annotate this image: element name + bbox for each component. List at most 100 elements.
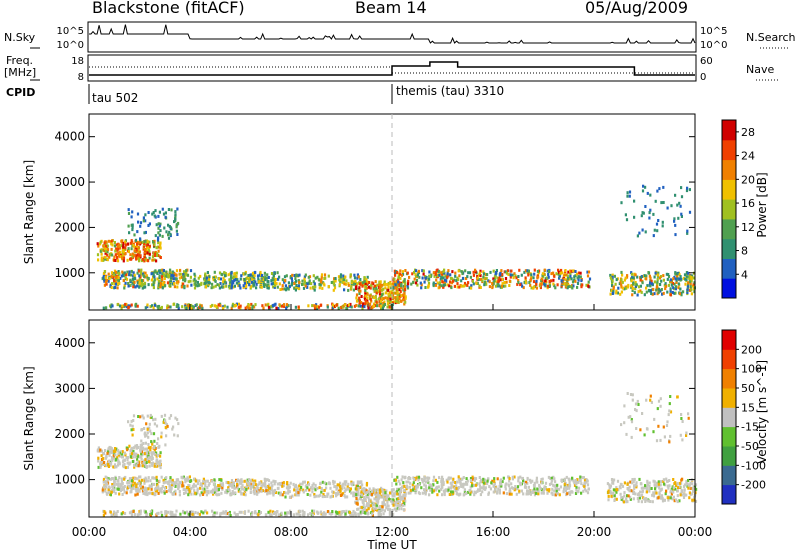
echo-cell (136, 492, 139, 496)
echo-cell (587, 487, 590, 491)
echo-cell (250, 302, 253, 306)
echo-cell (193, 272, 196, 276)
echo-cell (281, 287, 284, 291)
echo-cell (225, 284, 228, 288)
echo-cell (417, 475, 420, 479)
echo-cell (148, 460, 151, 464)
echo-cell (474, 270, 477, 274)
echo-cell (567, 491, 570, 495)
echo-cell (162, 490, 165, 493)
echo-cell (133, 280, 136, 284)
echo-cell (127, 208, 130, 212)
echo-cell (130, 215, 133, 219)
echo-cell (104, 257, 107, 261)
echo-cell (477, 488, 480, 492)
echo-cell (480, 486, 483, 490)
echo-cell (517, 275, 520, 278)
echo-cell (319, 482, 322, 486)
echo-cell (389, 299, 392, 303)
echo-cell (424, 286, 427, 289)
echo-cell (168, 484, 171, 488)
echo-cell (110, 305, 113, 309)
echo-cell (158, 224, 161, 228)
echo-cell (466, 482, 469, 486)
echo-cell (162, 271, 165, 275)
echo-cell (479, 269, 482, 273)
echo-cell (228, 510, 231, 514)
echo-cell (218, 484, 221, 488)
echo-cell (248, 304, 251, 308)
echo-cell (145, 447, 149, 451)
echo-cell (129, 304, 132, 308)
echo-cell (176, 285, 179, 289)
colorbar-swatch (722, 238, 736, 259)
echo-cell (266, 273, 269, 277)
echo-cell (129, 452, 132, 456)
echo-cell (358, 282, 362, 286)
echo-cell (274, 511, 277, 514)
echo-cell (487, 491, 490, 495)
echo-cell (686, 229, 689, 233)
echo-cell (114, 280, 117, 284)
echo-cell (121, 248, 125, 252)
echo-cell (161, 277, 164, 281)
echo-cell (131, 228, 134, 232)
echo-cell (126, 465, 129, 469)
echo-cell (649, 500, 652, 503)
echo-cell (213, 488, 216, 492)
echo-cell (348, 510, 351, 514)
echo-cell (662, 278, 665, 282)
echo-cell (434, 283, 438, 287)
echo-cell (118, 281, 121, 285)
echo-cell (476, 281, 479, 285)
echo-cell (194, 274, 197, 278)
echo-cell (213, 304, 216, 308)
echo-cell (159, 489, 162, 493)
echo-cell (238, 510, 241, 514)
echo-cell (350, 305, 353, 309)
echo-cell (375, 499, 378, 503)
echo-cell (631, 481, 634, 485)
echo-cell (550, 476, 553, 480)
echo-cell (115, 457, 118, 461)
echo-cell (673, 217, 676, 221)
echo-cell (395, 497, 398, 501)
echo-cell (631, 393, 634, 397)
echo-cell (274, 280, 277, 284)
y-tick-label-1-2: 3000 (54, 381, 85, 395)
echo-cell (523, 480, 526, 484)
nsky-trace (89, 24, 696, 44)
echo-cell (343, 490, 346, 494)
echo-cell (450, 286, 453, 290)
echo-cell (579, 275, 582, 279)
echo-cell (558, 487, 561, 491)
echo-cell (638, 477, 641, 481)
echo-cell (504, 487, 507, 491)
echo-cell (303, 280, 306, 284)
echo-cell (239, 277, 242, 281)
colorbar-tick-label: 200 (741, 343, 762, 356)
echo-cell (142, 442, 145, 445)
echo-cell (107, 465, 110, 468)
echo-cell (506, 269, 509, 273)
echo-cell (350, 480, 353, 484)
echo-cell (575, 486, 578, 490)
echo-cell (508, 487, 511, 491)
echo-cell (667, 275, 671, 278)
echo-cell (188, 490, 191, 494)
echo-cell (587, 284, 590, 288)
echo-cell (169, 490, 172, 494)
echo-cell (399, 504, 402, 507)
echo-cell (113, 244, 117, 248)
echo-cell (298, 509, 301, 513)
echo-cell (196, 284, 199, 288)
echo-cell (304, 484, 307, 488)
radar-title: Blackstone (fitACF) (92, 0, 245, 17)
echo-cell (245, 486, 248, 490)
echo-cell (485, 276, 488, 280)
echo-cell (691, 492, 694, 496)
echo-cell (115, 275, 118, 279)
echo-cell (406, 284, 409, 288)
echo-cell (361, 302, 365, 306)
echo-cell (135, 489, 138, 493)
